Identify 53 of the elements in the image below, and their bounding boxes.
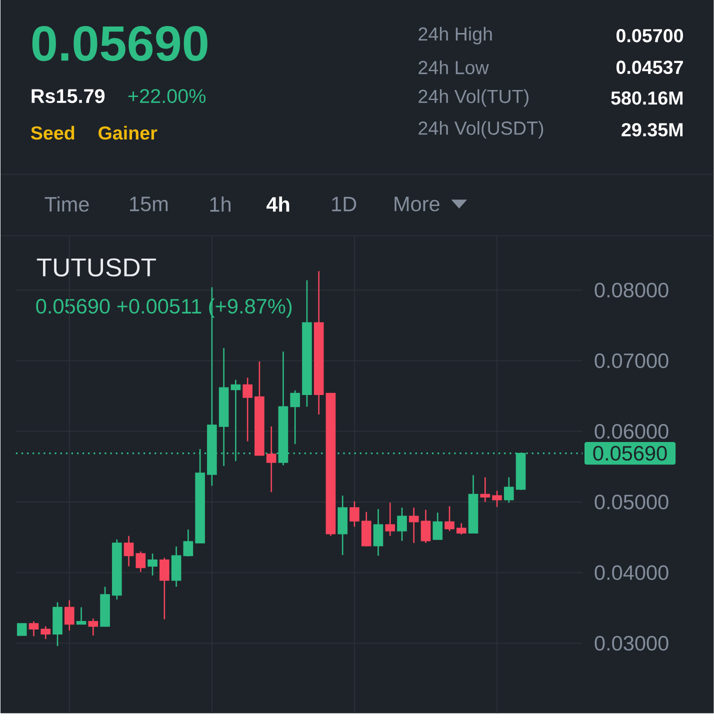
ref-line-label: 0.05690 <box>593 446 667 461</box>
text: 4h <box>266 196 290 212</box>
candlestick <box>408 507 419 544</box>
candlestick <box>290 390 300 445</box>
text: 24h Vol(TUT) <box>418 89 528 107</box>
y-tick-label: 0.06000 <box>594 424 668 439</box>
y-tick-label: 0.08000 <box>594 282 668 298</box>
text: 24h High <box>418 26 492 44</box>
candlestick <box>432 512 442 540</box>
text: TUTUSDT <box>36 258 156 277</box>
candlestick <box>88 618 98 636</box>
text: 15m <box>130 196 168 212</box>
text: Rs15.79 <box>32 89 104 104</box>
candlestick <box>40 626 50 640</box>
candlestick <box>16 623 27 636</box>
text: Time <box>44 196 89 212</box>
candlestick <box>480 476 490 503</box>
text: 29.35M <box>622 123 682 136</box>
candlestick <box>148 552 158 576</box>
candlestick <box>444 506 454 532</box>
candlestick <box>64 600 74 632</box>
text: More <box>394 196 440 212</box>
text: 24h Vol(USDT) <box>418 120 543 139</box>
candlestick <box>183 528 193 558</box>
text: 24h Low <box>418 60 489 74</box>
candlestick <box>266 426 276 493</box>
y-tick-label: 0.03000 <box>594 636 668 651</box>
candlestick <box>349 500 360 528</box>
candlestick <box>492 490 502 508</box>
candlestick <box>385 502 395 537</box>
candlestick <box>28 620 39 637</box>
candlestick <box>456 522 466 536</box>
candlestick <box>373 508 384 556</box>
candlestick <box>159 557 170 620</box>
text: 1h <box>210 196 230 212</box>
y-tick-label: 0.05000 <box>594 494 668 510</box>
candlestick <box>124 535 134 567</box>
candlestick <box>396 507 407 542</box>
text: 0.04537 <box>616 60 683 74</box>
text: 1D <box>332 196 356 212</box>
text: Gainer <box>98 126 158 140</box>
text: 0.05700 <box>616 28 683 42</box>
candlestick <box>504 476 514 504</box>
candlestick <box>76 606 86 625</box>
y-tick-label: 0.04000 <box>594 565 668 580</box>
text: Seed <box>30 126 74 140</box>
candlestick <box>242 377 252 442</box>
candlestick <box>420 509 431 544</box>
text: 0.05690 <box>32 26 208 62</box>
text: +22.00% <box>128 89 206 104</box>
y-tick-label: 0.07000 <box>594 353 668 368</box>
text: 580.16M <box>611 91 682 105</box>
candlestick <box>136 550 146 573</box>
